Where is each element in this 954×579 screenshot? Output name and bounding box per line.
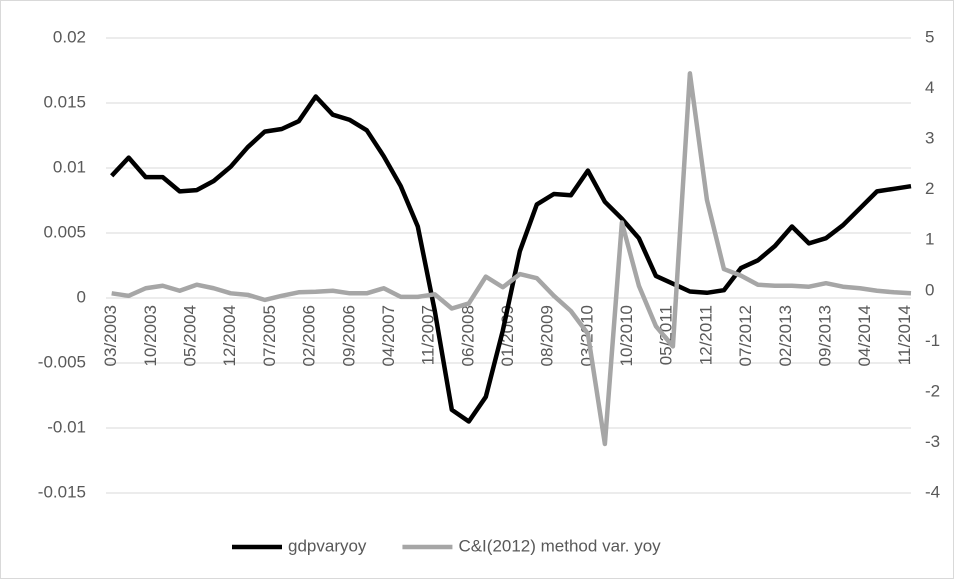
y-tick-label: 0.01 (53, 157, 86, 176)
x-tick-label: 12/2011 (696, 305, 715, 365)
y2-tick-label: -3 (925, 432, 940, 451)
y2-tick-label: -4 (925, 482, 940, 501)
x-tick-label: 05/2004 (181, 305, 200, 366)
x-tick-label: 11/2014 (895, 305, 914, 365)
x-tick-label: 08/2009 (538, 305, 557, 366)
y2-tick-label: 2 (925, 179, 934, 198)
x-tick-label: 11/2007 (419, 305, 438, 365)
y-tick-label: 0.02 (53, 27, 86, 46)
y-tick-label: 0.015 (43, 92, 86, 111)
y2-tick-label: 0 (925, 280, 934, 299)
x-tick-label: 09/2006 (339, 305, 358, 366)
x-tick-label: 03/2003 (101, 305, 120, 366)
x-tick-label: 12/2004 (220, 305, 239, 366)
line-series (110, 94, 912, 424)
y-tick-label: 0.005 (43, 222, 86, 241)
x-tick-label: 04/2007 (379, 305, 398, 366)
x-tick-label: 07/2005 (260, 305, 279, 366)
legend-label: C&I(2012) method var. yoy (458, 536, 661, 555)
y2-tick-label: 1 (925, 230, 934, 249)
y2-tick-label: -1 (925, 331, 940, 350)
x-tick-label: 07/2012 (736, 305, 755, 366)
x-tick-label: 10/2003 (141, 305, 160, 366)
x-tick-label: 09/2013 (815, 305, 834, 366)
x-tick-label: 02/2013 (776, 305, 795, 366)
x-tick-label: 06/2008 (458, 305, 477, 366)
y-tick-label: 0 (77, 287, 86, 306)
y2-tick-label: 4 (925, 78, 934, 97)
y-tick-label: -0.005 (38, 352, 86, 371)
x-tick-label: 02/2006 (300, 305, 319, 366)
x-tick-label: 10/2010 (617, 305, 636, 366)
x-tick-label: 04/2014 (855, 305, 874, 366)
y2-tick-label: -2 (925, 381, 940, 400)
y2-tick-label: 5 (925, 27, 934, 46)
legend-label: gdpvaryoy (288, 536, 367, 555)
y-tick-label: -0.015 (38, 482, 86, 501)
y2-tick-label: 3 (925, 129, 934, 148)
y-tick-label: -0.01 (47, 417, 86, 436)
line-series (111, 71, 912, 447)
